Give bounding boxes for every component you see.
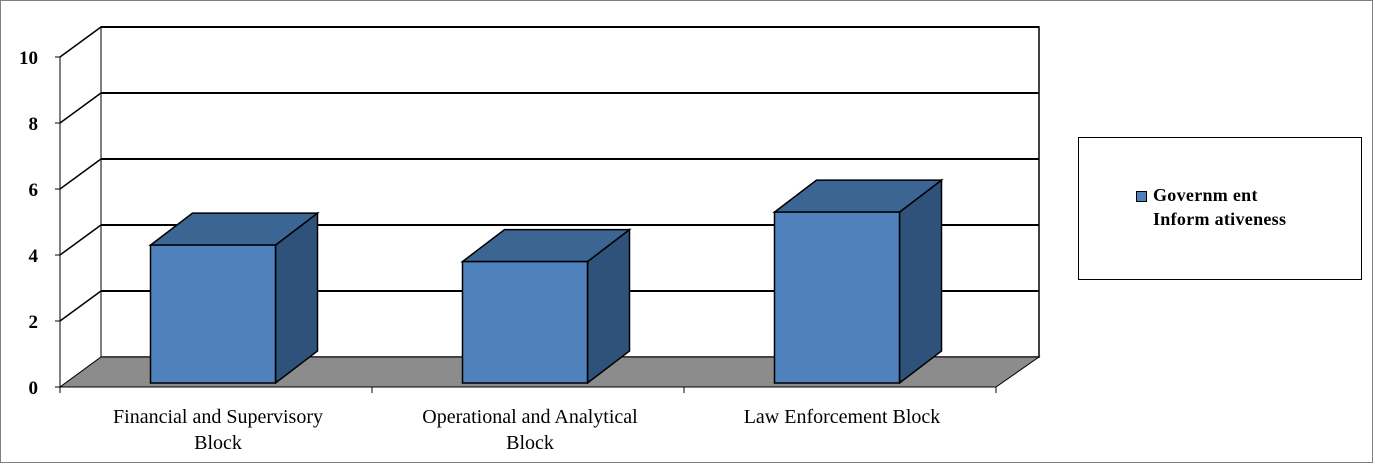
- bar: [461, 260, 589, 384]
- y-tick-label: 4: [29, 246, 39, 267]
- bar: [773, 211, 901, 384]
- y-tick-label: 0: [29, 378, 39, 399]
- y-tick-label: 8: [29, 114, 39, 135]
- legend-label-line1: Governm ent: [1153, 185, 1258, 205]
- gridline-side: [59, 224, 102, 256]
- gridline-side: [59, 26, 102, 58]
- category-labels: Financial and Supervisory Block Operationa…: [113, 406, 940, 454]
- side-wall: [59, 26, 102, 388]
- category-label: Operational and Analytical: [422, 406, 638, 428]
- bar: [149, 244, 277, 384]
- y-tick-label: 10: [19, 48, 38, 69]
- category-label: Financial and Supervisory: [113, 406, 323, 428]
- category-label: Law Enforcement Block: [744, 406, 941, 428]
- y-tick-label: 6: [29, 180, 39, 201]
- gridline-side: [59, 92, 102, 124]
- y-tick-label: 2: [29, 312, 39, 333]
- gridline-side: [59, 290, 102, 322]
- legend: Governm ent Inform ativeness: [1078, 137, 1362, 280]
- gridline-side: [59, 158, 102, 190]
- legend-label: Governm ent Inform ativeness: [1153, 183, 1353, 231]
- category-label: Block: [506, 432, 554, 454]
- value-axis: [55, 56, 997, 393]
- bars: [148, 178, 944, 385]
- legend-swatch: [1136, 191, 1147, 202]
- category-label: Block: [194, 432, 242, 454]
- bar-side: [898, 178, 943, 385]
- y-tick-labels: 0 2 4 6 8 10: [19, 48, 39, 399]
- legend-label-line2: Inform ativeness: [1153, 209, 1287, 229]
